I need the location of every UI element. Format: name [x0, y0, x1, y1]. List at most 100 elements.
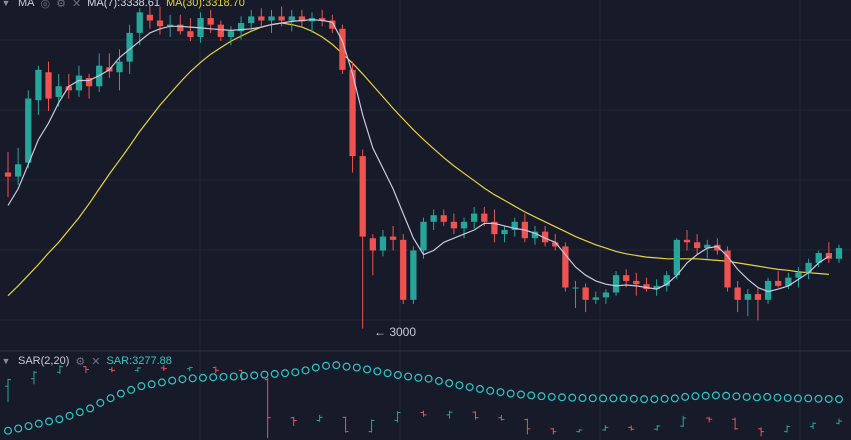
- sar-dot: [619, 394, 628, 403]
- candle-body: [167, 24, 174, 27]
- sar-dot: [198, 373, 207, 382]
- candle-body: [693, 242, 701, 249]
- sar-dot: [311, 363, 320, 372]
- sar-dot: [496, 388, 505, 397]
- candle-body: [4, 172, 12, 177]
- low-price-marker: ← 3000: [374, 325, 417, 339]
- sar-dot: [260, 370, 269, 379]
- candle-body: [288, 16, 295, 21]
- candle-body: [278, 16, 285, 21]
- candle-body: [541, 231, 549, 243]
- sar-indicator-legend: ▼ SAR(2,20) ⚙ ✕ SAR:3277.88: [0, 354, 172, 368]
- sar-dot: [629, 394, 638, 403]
- sar-dot: [393, 371, 402, 380]
- close-icon[interactable]: ✕: [71, 0, 82, 10]
- candle-body: [602, 292, 610, 298]
- candle-body: [369, 238, 376, 251]
- close-icon[interactable]: ✕: [91, 355, 101, 368]
- candle-body: [754, 294, 762, 300]
- sar-dot: [383, 369, 392, 378]
- sar-dot: [24, 422, 33, 431]
- sar-dot: [599, 394, 608, 403]
- sar-dot: [568, 393, 577, 402]
- sar-dot: [711, 391, 720, 400]
- gear-icon[interactable]: ⚙: [56, 0, 66, 10]
- ma30-value: MA(30):3318.70: [165, 0, 245, 9]
- candle-body: [410, 250, 417, 300]
- candle-body: [592, 297, 599, 300]
- candle-body: [623, 275, 630, 281]
- chevron-down-icon[interactable]: ▼: [1, 0, 11, 8]
- candle-body: [653, 285, 660, 290]
- candle-body: [25, 98, 32, 163]
- sar-dot: [96, 398, 105, 407]
- candle-body: [744, 294, 751, 300]
- sar-dot: [742, 392, 751, 401]
- candle-body: [815, 253, 822, 263]
- ma-indicator-name[interactable]: MA: [18, 0, 35, 9]
- sar-dot: [301, 366, 310, 375]
- sar-dot: [650, 395, 659, 404]
- candle-body: [146, 14, 154, 21]
- sar-dot: [65, 411, 74, 420]
- sar-dot: [14, 424, 23, 433]
- candle-body: [633, 280, 640, 285]
- sar-dot: [332, 361, 341, 370]
- candle-body: [156, 20, 164, 27]
- candle-body: [35, 69, 42, 101]
- gear-icon[interactable]: ⚙: [75, 355, 86, 368]
- sar-dot: [609, 394, 618, 403]
- sar-dot: [660, 394, 669, 403]
- sar-indicator-name[interactable]: SAR(2,20): [18, 355, 70, 367]
- sar-dot: [527, 391, 536, 400]
- ma30-line: [7, 22, 829, 297]
- sar-dot: [793, 394, 802, 403]
- sar-dot: [55, 415, 64, 424]
- sar-dot: [157, 378, 166, 387]
- sar-dot: [147, 380, 156, 389]
- candle-body: [45, 72, 52, 99]
- candle-body: [481, 213, 488, 222]
- chevron-down-icon[interactable]: ▼: [1, 356, 11, 366]
- sar-dot: [106, 394, 115, 403]
- sar-dot: [137, 382, 146, 391]
- sar-dot: [34, 419, 43, 428]
- sar-dot: [814, 394, 823, 403]
- ma7-path: [7, 19, 830, 293]
- sar-dot: [178, 375, 187, 384]
- candle-body: [329, 20, 336, 29]
- candle-body: [389, 236, 397, 240]
- sar-dot: [455, 381, 464, 390]
- sar-dot: [547, 392, 556, 401]
- candle-body: [501, 230, 508, 235]
- sar-dot: [588, 394, 597, 403]
- candle-body: [14, 164, 22, 177]
- sar-dot: [763, 392, 772, 401]
- visibility-icon[interactable]: ◎: [40, 0, 51, 10]
- sar-dot: [516, 390, 525, 399]
- candle-body: [430, 215, 437, 222]
- candle-body: [775, 280, 782, 286]
- sar-dot: [352, 363, 361, 372]
- ma30-path: [7, 22, 829, 297]
- sar-dot: [281, 369, 290, 378]
- sar-dot: [342, 362, 351, 371]
- candle-body: [136, 12, 143, 33]
- candle-body: [511, 221, 518, 230]
- sar-dot: [219, 372, 228, 381]
- candle-body: [572, 287, 579, 289]
- candle-body: [440, 215, 447, 222]
- candle-body: [298, 16, 306, 22]
- candle-body: [359, 156, 366, 237]
- sar-dot: [270, 369, 279, 378]
- candle-body: [714, 244, 721, 251]
- candle-body: [126, 32, 133, 62]
- sar-dot: [434, 376, 443, 385]
- sar-dot: [3, 426, 13, 435]
- candle-body: [552, 242, 559, 247]
- candle-body: [704, 244, 711, 249]
- sar-dot: [445, 379, 454, 388]
- candle-body: [471, 213, 478, 222]
- sar-dot: [834, 395, 843, 404]
